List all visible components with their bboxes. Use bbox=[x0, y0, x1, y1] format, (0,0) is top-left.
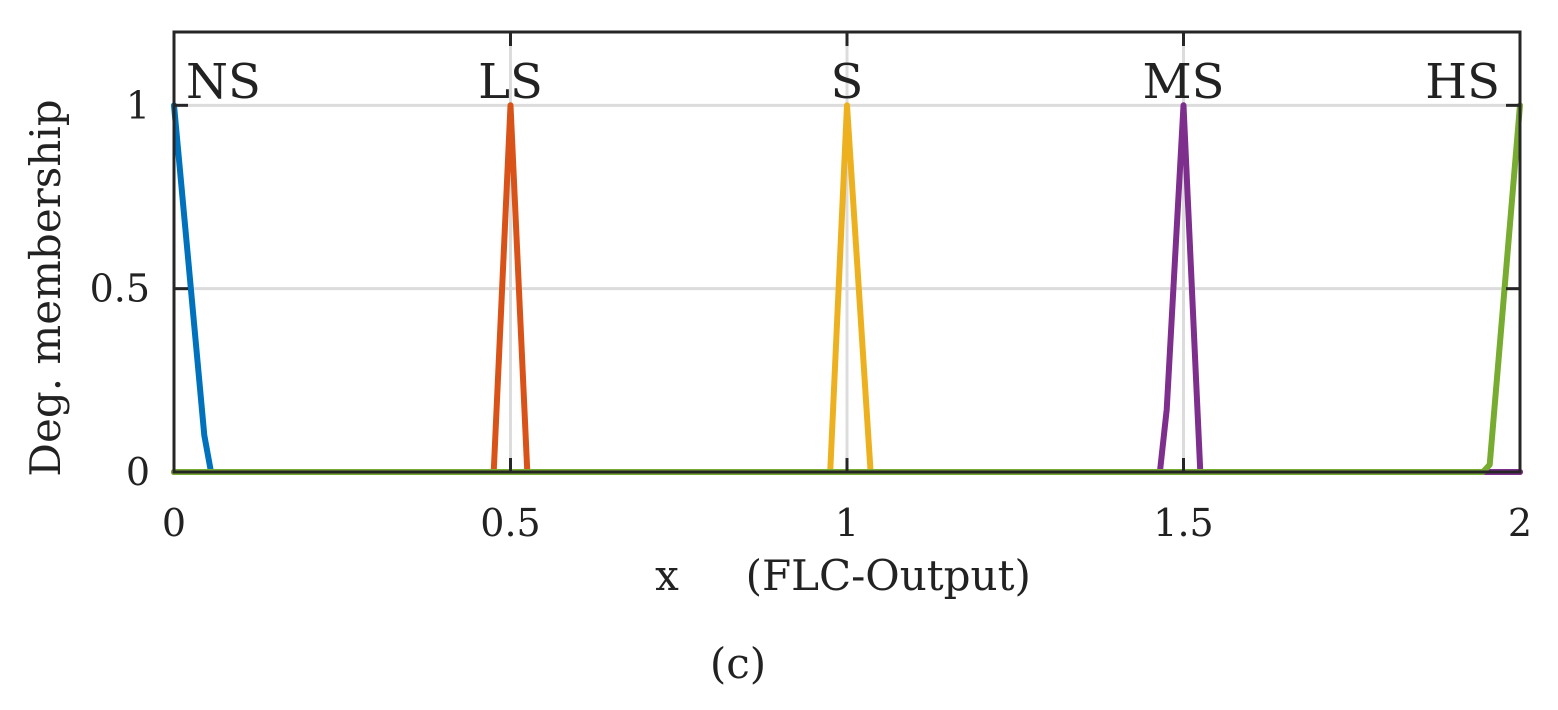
mf-label-ls: LS bbox=[478, 54, 543, 110]
figure-caption: (c) bbox=[710, 639, 766, 688]
y-tick-label: 0.5 bbox=[90, 267, 150, 311]
mf-label-s: S bbox=[831, 54, 864, 110]
tick-labels: 0 0.5 1 1.5 2 0 0.5 1 bbox=[90, 83, 1533, 545]
mf-labels: NS LS S MS HS bbox=[186, 54, 1500, 110]
x-tick-label: 1.5 bbox=[1153, 501, 1213, 545]
x-tick-label: 0.5 bbox=[480, 501, 540, 545]
axis-ticks bbox=[172, 32, 1522, 474]
mf-label-hs: HS bbox=[1425, 54, 1500, 110]
x-tick-label: 2 bbox=[1508, 501, 1532, 545]
y-tick-label: 0 bbox=[126, 450, 150, 494]
x-tick-label: 0 bbox=[162, 501, 186, 545]
mf-label-ms: MS bbox=[1142, 54, 1224, 110]
y-tick-label: 1 bbox=[126, 83, 150, 127]
mf-label-ns: NS bbox=[186, 54, 261, 110]
x-axis-label: x (FLC-Output) bbox=[655, 551, 1031, 600]
y-axis-label: Deg. membership bbox=[21, 99, 70, 476]
x-tick-label: 1 bbox=[835, 501, 859, 545]
